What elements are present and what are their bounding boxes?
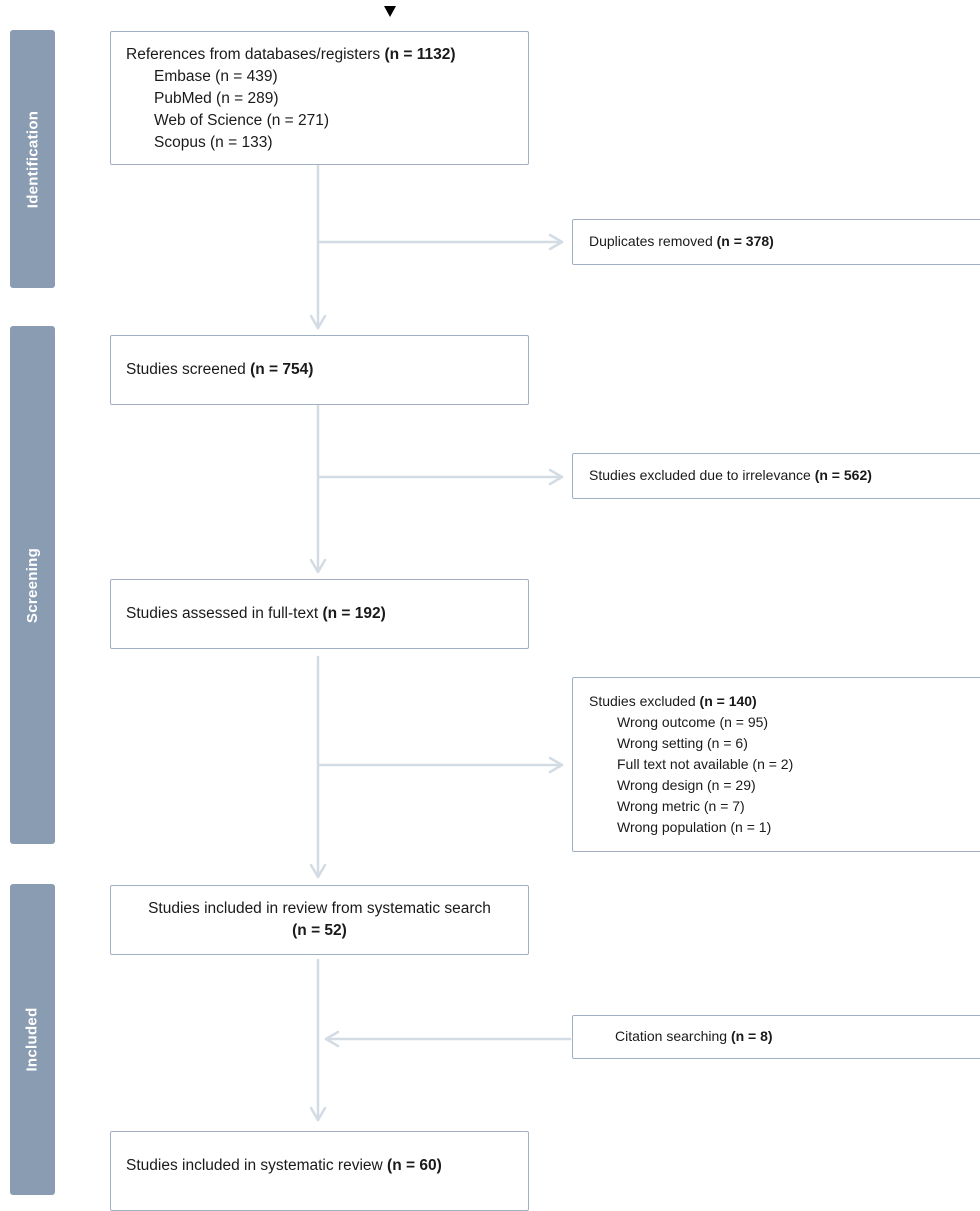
fulltext-count: (n = 192): [322, 605, 386, 622]
screened-label: Studies screened: [126, 361, 251, 378]
systematic-box: Studies included in review from systemat…: [110, 885, 529, 955]
excluded-count: (n = 140): [699, 693, 757, 709]
source-embase: Embase (n = 439): [154, 68, 278, 85]
identification-title: References from databases/registers (n =…: [126, 46, 456, 63]
top-arrow-marker: [384, 6, 396, 17]
source-pubmed: PubMed (n = 289): [154, 90, 279, 107]
phase-included: Included: [10, 884, 55, 1195]
irrelevant-label: Studies excluded due to irrelevance: [589, 467, 815, 483]
identification-box: References from databases/registers (n =…: [110, 31, 529, 165]
reason-wrong-population: Wrong population (n = 1): [617, 819, 772, 835]
systematic-count: (n = 52): [292, 922, 347, 939]
reason-full-text-not-available: Full text not available (n = 2): [617, 756, 794, 772]
screened-count: (n = 754): [250, 361, 314, 378]
phase-identification: Identification: [10, 30, 55, 288]
duplicates-label: Duplicates removed: [589, 233, 717, 249]
excluded-label: Studies excluded: [589, 693, 700, 709]
fulltext-label: Studies assessed in full-text: [126, 605, 323, 622]
phase-screening: Screening: [10, 326, 55, 844]
reason-wrong-outcome: Wrong outcome (n = 95): [617, 714, 769, 730]
duplicates-box: Duplicates removed (n = 378): [572, 219, 980, 265]
irrelevant-count: (n = 562): [814, 467, 872, 483]
screened-box: Studies screened (n = 754): [110, 335, 529, 405]
excluded-box: Studies excluded (n = 140) Wrong outcome…: [572, 677, 980, 852]
citation-box: Citation searching (n = 8): [572, 1015, 980, 1059]
identification-count: (n = 1132): [384, 46, 456, 63]
final-label: Studies included in systematic review: [126, 1157, 388, 1174]
citation-count: (n = 8): [730, 1028, 773, 1044]
fulltext-box: Studies assessed in full-text (n = 192): [110, 579, 529, 649]
duplicates-count: (n = 378): [716, 233, 774, 249]
reason-wrong-design: Wrong design (n = 29): [617, 777, 756, 793]
final-box: Studies included in systematic review (n…: [110, 1131, 529, 1211]
systematic-label: Studies included in review from systemat…: [148, 900, 491, 917]
source-scopus: Scopus (n = 133): [154, 134, 273, 151]
final-count: (n = 60): [387, 1157, 442, 1174]
source-web-of-science: Web of Science (n = 271): [154, 112, 330, 129]
reason-wrong-setting: Wrong setting (n = 6): [617, 735, 748, 751]
citation-label: Citation searching: [615, 1028, 731, 1044]
irrelevant-box: Studies excluded due to irrelevance (n =…: [572, 453, 980, 499]
reason-wrong-metric: Wrong metric (n = 7): [617, 798, 745, 814]
